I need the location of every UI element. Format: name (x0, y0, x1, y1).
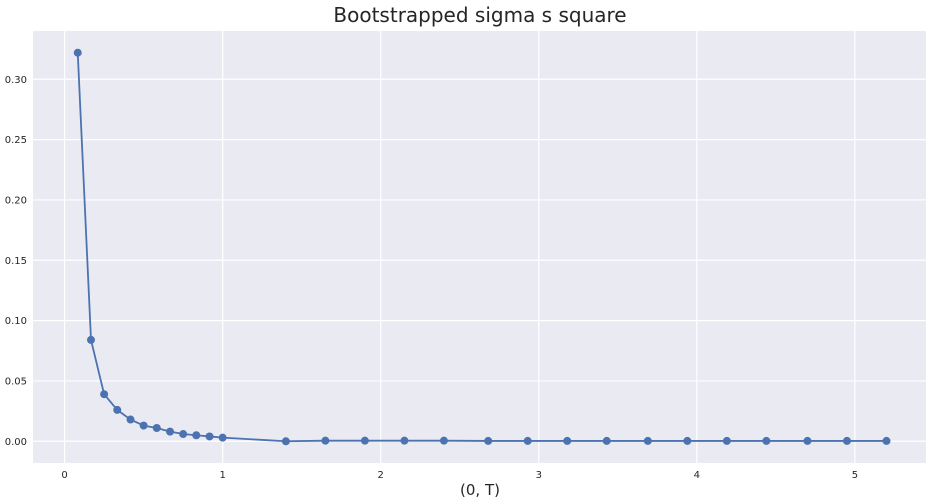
data-point (205, 432, 214, 441)
y-tick-label: 0.25 (5, 135, 27, 146)
data-point (643, 436, 652, 445)
data-point (882, 436, 891, 445)
plot-area (33, 31, 926, 463)
data-point (113, 405, 122, 414)
data-point (179, 430, 188, 439)
data-point (842, 436, 851, 445)
y-tick-label: 0.00 (5, 437, 27, 448)
data-point (281, 437, 290, 446)
y-tick-label: 0.15 (5, 256, 27, 267)
data-point (100, 390, 109, 399)
data-point (139, 421, 148, 430)
data-point (400, 436, 409, 445)
data-point (683, 436, 692, 445)
series-line (76, 52, 887, 443)
series-layer (73, 48, 891, 446)
data-point (722, 436, 731, 445)
data-point (439, 436, 448, 445)
y-tick-label: 0.20 (5, 195, 27, 206)
data-point (523, 436, 532, 445)
data-point (563, 436, 572, 445)
data-point (484, 436, 493, 445)
data-point (192, 431, 201, 440)
y-tick-label: 0.30 (5, 75, 27, 86)
data-point (602, 436, 611, 445)
data-point (166, 427, 175, 436)
data-point (152, 424, 161, 433)
data-point (803, 436, 812, 445)
x-tick-label: 3 (536, 470, 542, 481)
x-tick-label: 2 (378, 470, 384, 481)
x-tick-label: 1 (219, 470, 225, 481)
data-point (87, 335, 96, 344)
data-point (218, 433, 227, 442)
y-tick-label: 0.10 (5, 316, 27, 327)
x-axis-label: (0, T) (460, 481, 500, 499)
data-point (360, 436, 369, 445)
x-tick-label: 4 (694, 470, 700, 481)
data-point (321, 436, 330, 445)
chart-title: Bootstrapped sigma s square (333, 3, 626, 27)
data-point (126, 415, 135, 424)
data-point (762, 436, 771, 445)
x-tick-label: 0 (61, 470, 67, 481)
x-tick-label: 5 (852, 470, 858, 481)
y-tick-label: 0.05 (5, 376, 27, 387)
gridlines (33, 31, 926, 463)
tick-labels: 0 1 2 3 4 5 0.00 0.05 0.10 0.15 0.20 0.25 0.30 (5, 75, 858, 481)
data-point (73, 48, 82, 57)
